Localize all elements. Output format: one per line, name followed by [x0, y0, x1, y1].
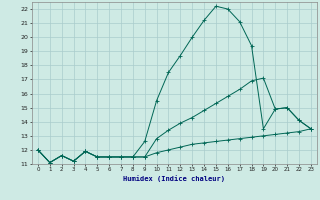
X-axis label: Humidex (Indice chaleur): Humidex (Indice chaleur) [124, 175, 225, 182]
